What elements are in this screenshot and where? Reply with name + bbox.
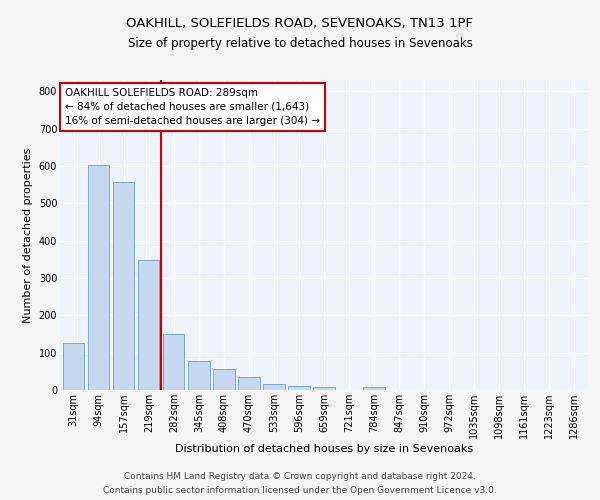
Text: Contains public sector information licensed under the Open Government Licence v3: Contains public sector information licen… <box>103 486 497 495</box>
X-axis label: Distribution of detached houses by size in Sevenoaks: Distribution of detached houses by size … <box>175 444 473 454</box>
Bar <box>113 182 134 390</box>
Bar <box>138 260 160 390</box>
Bar <box>313 387 335 390</box>
Text: OAKHILL, SOLEFIELDS ROAD, SEVENOAKS, TN13 1PF: OAKHILL, SOLEFIELDS ROAD, SEVENOAKS, TN1… <box>127 18 473 30</box>
Bar <box>63 344 85 390</box>
Bar <box>364 387 385 390</box>
Bar <box>188 361 209 390</box>
Text: Size of property relative to detached houses in Sevenoaks: Size of property relative to detached ho… <box>128 38 472 51</box>
Text: OAKHILL SOLEFIELDS ROAD: 289sqm
← 84% of detached houses are smaller (1,643)
16%: OAKHILL SOLEFIELDS ROAD: 289sqm ← 84% of… <box>65 88 320 126</box>
Bar <box>163 334 184 390</box>
Bar <box>263 384 284 390</box>
Text: Contains HM Land Registry data © Crown copyright and database right 2024.: Contains HM Land Registry data © Crown c… <box>124 472 476 481</box>
Bar <box>289 386 310 390</box>
Bar <box>88 165 109 390</box>
Bar <box>238 378 260 390</box>
Bar <box>213 368 235 390</box>
Y-axis label: Number of detached properties: Number of detached properties <box>23 148 33 322</box>
